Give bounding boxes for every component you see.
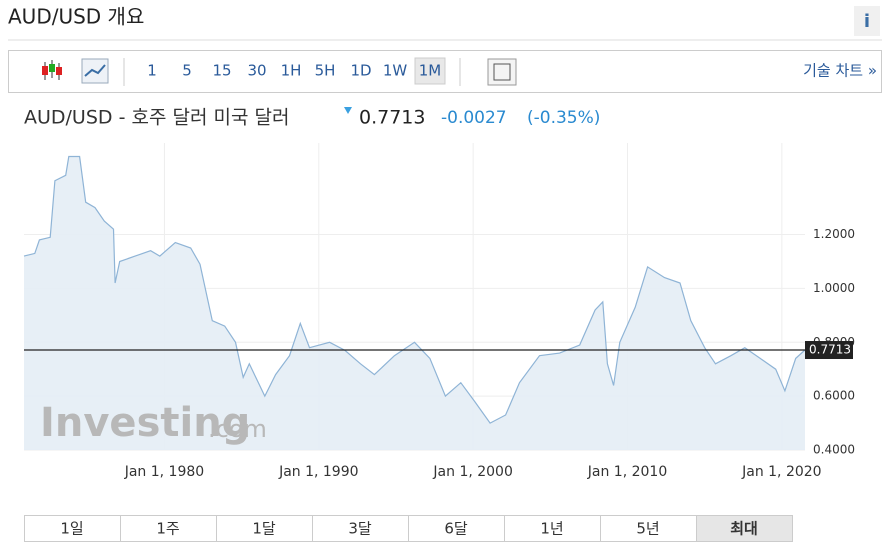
interval-button[interactable]: 15 [212, 62, 231, 80]
range-label[interactable]: 1년 [540, 520, 563, 538]
range-button[interactable] [120, 515, 217, 542]
quote-price: 0.7713 [359, 107, 425, 129]
y-tick-label: 0.6000 [813, 389, 855, 403]
last-price-label: 0.7713 [809, 343, 851, 357]
interval-button[interactable]: 1W [383, 62, 408, 80]
range-button[interactable] [24, 515, 121, 542]
range-label[interactable]: 1주 [156, 520, 179, 538]
interval-button[interactable]: 5 [182, 62, 192, 80]
plot [23, 143, 806, 451]
y-tick-label: 1.0000 [813, 281, 855, 295]
range-button[interactable] [696, 515, 793, 542]
interval-button[interactable]: 1D [350, 62, 371, 80]
info-button[interactable] [854, 6, 880, 36]
x-tick-label: Jan 1, 1990 [278, 464, 358, 480]
area-fill [24, 156, 805, 450]
table-icon-inner [493, 63, 511, 81]
interval-button[interactable]: 1H [281, 62, 302, 80]
quote-name: AUD/USD - 호주 달러 미국 달러 [24, 107, 289, 129]
down-arrow [344, 107, 352, 114]
range-button[interactable] [408, 515, 505, 542]
x-tick-label: Jan 1, 2000 [432, 464, 512, 480]
quote-change-pct: (-0.35%) [527, 108, 600, 128]
interval-button[interactable]: 1 [147, 62, 157, 80]
page-title: AUD/USD 개요 [8, 5, 144, 29]
range-label[interactable]: 6달 [444, 520, 468, 538]
range-button[interactable] [504, 515, 601, 542]
range-label[interactable]: 1일 [60, 520, 83, 538]
y-tick-label: 1.2000 [813, 227, 855, 241]
tech-chart-link[interactable]: 기술 차트 » [803, 62, 877, 80]
range-button[interactable] [216, 515, 313, 542]
x-tick-label: Jan 1, 2020 [741, 464, 821, 480]
x-tick-label: Jan 1, 2010 [587, 464, 667, 480]
interval-button[interactable]: 30 [247, 62, 266, 80]
watermark-suffix: .com [208, 415, 267, 443]
candle-icon[interactable] [42, 60, 62, 80]
range-label[interactable]: 3달 [348, 520, 372, 538]
range-label[interactable]: 1달 [252, 520, 276, 538]
range-label[interactable]: 5년 [636, 520, 659, 538]
range-button[interactable] [312, 515, 409, 542]
price-line [23, 155, 806, 424]
table-icon[interactable] [487, 58, 517, 86]
info-icon[interactable]: i [864, 11, 870, 32]
area-icon-line [84, 64, 106, 77]
range-button[interactable] [600, 515, 697, 542]
interval-button[interactable]: 5H [315, 62, 336, 80]
y-tick-label: 0.4000 [813, 443, 855, 457]
last-price-tag [805, 341, 853, 360]
x-tick-label: Jan 1, 1980 [124, 464, 204, 480]
watermark-brand: Investing [40, 400, 250, 446]
interval-button[interactable]: 1M [419, 62, 442, 80]
interval-selected[interactable] [414, 57, 446, 85]
range-bar: 1일 1주 1달 3달 6달 1년 5년 최대 [24, 515, 793, 542]
range-label[interactable]: 최대 [730, 520, 758, 538]
quote-change: -0.0027 [441, 108, 507, 128]
